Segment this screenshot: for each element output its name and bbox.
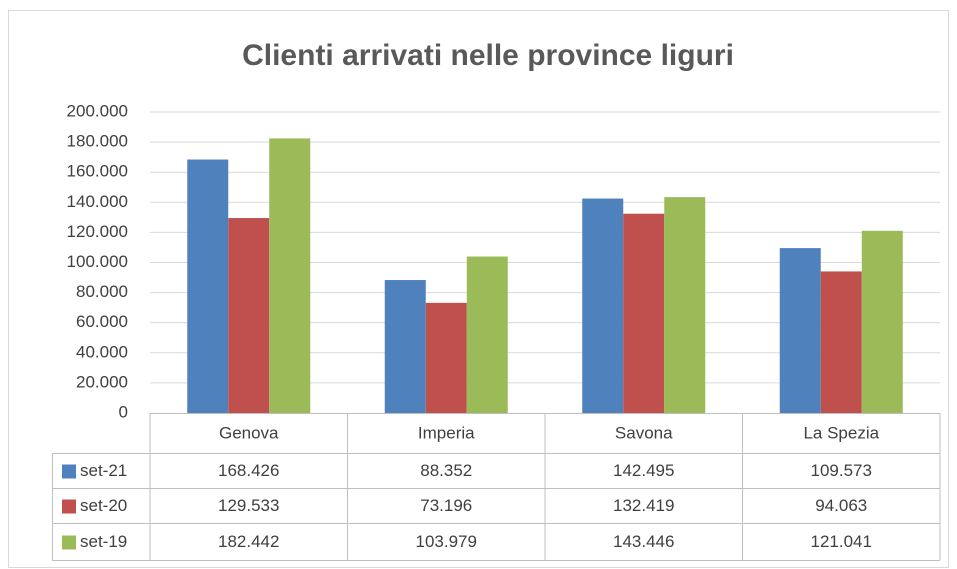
bar xyxy=(384,280,426,413)
y-tick-label: 200.000 xyxy=(67,101,128,120)
y-tick-label: 0 xyxy=(119,402,128,421)
data-label: 109.573 xyxy=(811,461,872,480)
x-tick-label: Genova xyxy=(219,423,279,442)
y-tick-label: 40.000 xyxy=(76,342,128,361)
data-label: 182.442 xyxy=(218,532,279,551)
bar xyxy=(779,248,821,413)
x-tick-label: La Spezia xyxy=(803,423,879,442)
data-label: 73.196 xyxy=(420,496,472,515)
y-tick-label: 160.000 xyxy=(67,162,128,181)
bar xyxy=(820,271,862,413)
bar xyxy=(664,197,706,413)
data-label: 103.979 xyxy=(416,532,477,551)
y-tick-label: 120.000 xyxy=(67,222,128,241)
legend-label: set-19 xyxy=(80,532,127,551)
bar xyxy=(228,218,270,413)
bar xyxy=(582,198,624,413)
legend-label: set-20 xyxy=(80,496,127,515)
bar xyxy=(425,302,467,413)
bar xyxy=(269,138,311,413)
y-tick-label: 100.000 xyxy=(67,252,128,271)
x-tick-label: Imperia xyxy=(418,423,475,442)
y-tick-label: 60.000 xyxy=(76,312,128,331)
data-label: 129.533 xyxy=(218,496,279,515)
data-label: 132.419 xyxy=(613,496,674,515)
data-label: 88.352 xyxy=(420,461,472,480)
data-label: 121.041 xyxy=(811,532,872,551)
x-tick-label: Savona xyxy=(615,423,673,442)
chart-title: Clienti arrivati nelle province liguri xyxy=(242,39,734,72)
y-tick-label: 20.000 xyxy=(76,372,128,391)
data-label: 142.495 xyxy=(613,461,674,480)
y-tick-label: 140.000 xyxy=(67,192,128,211)
legend-key xyxy=(62,499,76,514)
data-label: 168.426 xyxy=(218,461,279,480)
data-label: 94.063 xyxy=(815,496,867,515)
bar xyxy=(466,256,508,413)
legend-label: set-21 xyxy=(80,461,127,480)
y-tick-label: 180.000 xyxy=(67,132,128,151)
bar xyxy=(623,213,665,413)
y-tick-label: 80.000 xyxy=(76,282,128,301)
bar xyxy=(861,230,903,413)
data-label: 143.446 xyxy=(613,532,674,551)
bar xyxy=(187,159,229,413)
legend-key xyxy=(62,464,76,479)
legend-key xyxy=(62,535,76,550)
